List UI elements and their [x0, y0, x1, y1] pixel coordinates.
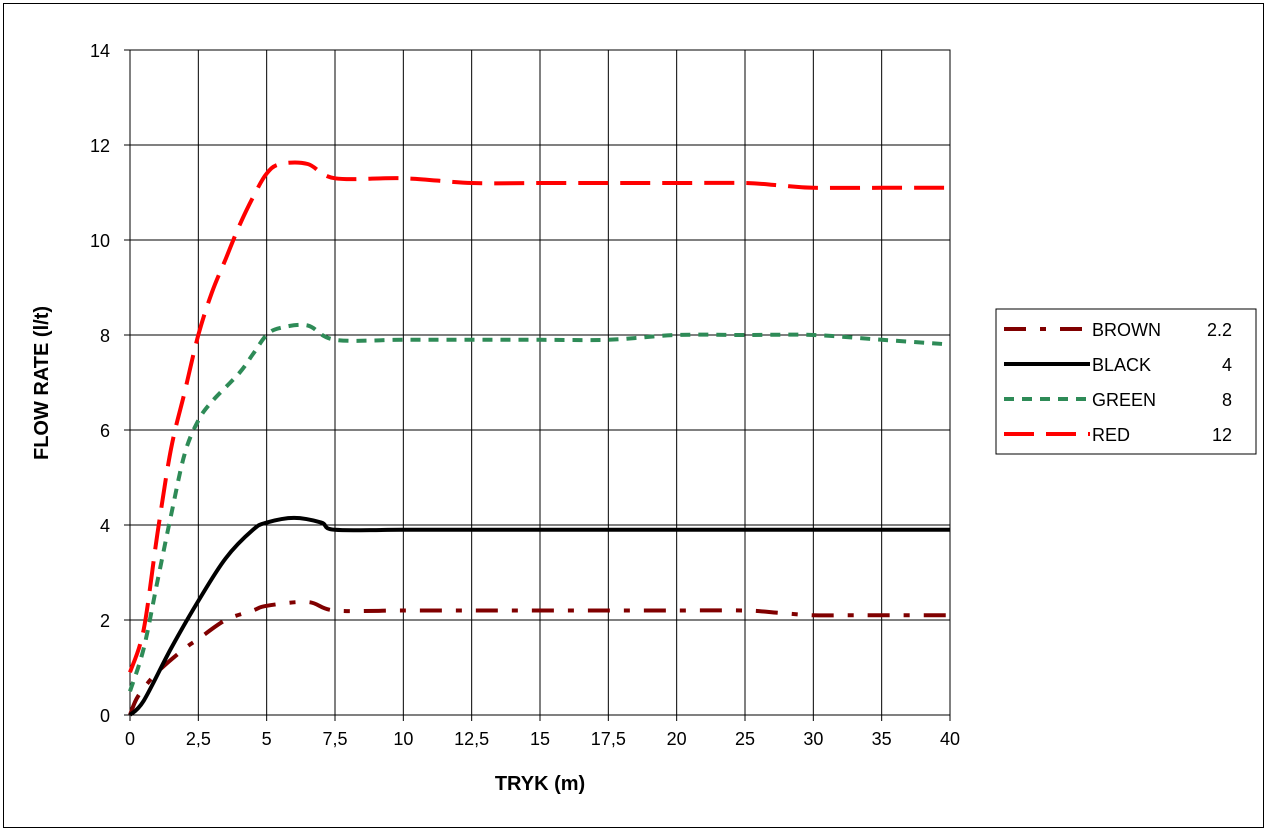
y-tick-label: 0 [100, 706, 110, 726]
y-tick-label: 4 [100, 516, 110, 536]
x-tick-label: 15 [530, 729, 550, 749]
y-axis-title: FLOW RATE (l/t) [31, 306, 53, 460]
x-tick-label: 0 [125, 729, 135, 749]
x-tick-label: 2,5 [186, 729, 211, 749]
x-tick-label: 5 [262, 729, 272, 749]
x-tick-label: 20 [667, 729, 687, 749]
x-tick-label: 25 [735, 729, 755, 749]
series-line-black [128, 515, 950, 717]
x-axis-title: TRYK (m) [495, 773, 585, 795]
series-line-brown [128, 599, 950, 716]
x-tick-label: 30 [803, 729, 823, 749]
x-tick-label: 35 [872, 729, 892, 749]
legend-value-brown: 2.2 [1207, 320, 1232, 340]
legend-label-brown: BROWN [1092, 320, 1161, 340]
grid [129, 49, 951, 716]
y-tick-label: 8 [100, 326, 110, 346]
axes [124, 49, 951, 721]
legend: BROWN 2.2 BLACK 4 GREEN 8 RED 12 [995, 308, 1257, 455]
y-tick-label: 14 [90, 41, 110, 61]
y-tick-label: 2 [100, 611, 110, 631]
x-tick-label: 10 [393, 729, 413, 749]
x-tick-label: 12,5 [454, 729, 489, 749]
x-tick-label: 40 [940, 729, 960, 749]
series-lines [128, 160, 951, 717]
x-tick-label: 7,5 [322, 729, 347, 749]
legend-value-green: 8 [1222, 390, 1232, 410]
legend-label-red: RED [1092, 425, 1130, 445]
legend-label-black: BLACK [1092, 355, 1151, 375]
legend-value-black: 4 [1222, 355, 1232, 375]
series-line-green [128, 322, 951, 692]
legend-label-green: GREEN [1092, 390, 1156, 410]
tick-labels: 0 2 4 6 8 10 12 14 0 2,5 5 7,5 10 12,5 15 17,5 20 25 30 35 4… [90, 41, 960, 749]
y-tick-label: 12 [90, 136, 110, 156]
legend-value-red: 12 [1212, 425, 1232, 445]
y-tick-label: 10 [90, 231, 110, 251]
x-tick-label: 17,5 [591, 729, 626, 749]
legend-box [995, 308, 1257, 455]
y-tick-label: 6 [100, 421, 110, 441]
series-line-red [128, 160, 950, 673]
